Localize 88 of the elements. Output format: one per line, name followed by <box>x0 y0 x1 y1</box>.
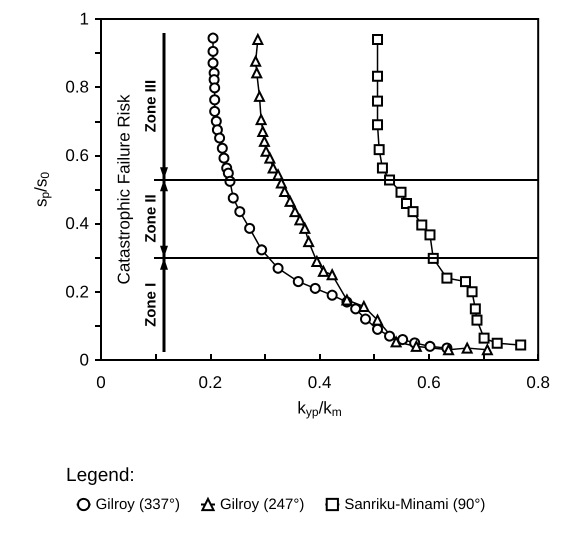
legend-label: Gilroy (337°) <box>96 496 180 513</box>
point <box>251 67 262 78</box>
point <box>264 152 276 164</box>
point <box>272 262 284 274</box>
y-tick-label: 0.4 <box>65 214 89 234</box>
point <box>209 82 220 94</box>
point <box>256 244 268 256</box>
point <box>441 272 452 284</box>
point <box>228 192 239 204</box>
point <box>374 144 385 156</box>
x-tick-label: 0.6 <box>417 373 441 392</box>
point <box>376 162 388 174</box>
x-tick-label: 0.8 <box>526 373 550 392</box>
point <box>294 214 306 226</box>
point <box>424 340 436 352</box>
point <box>396 186 407 198</box>
point <box>326 269 338 280</box>
point <box>384 330 396 342</box>
point <box>257 126 268 138</box>
annotation: Catastrophic Failure Risk <box>114 94 134 284</box>
point <box>360 314 371 325</box>
point <box>460 276 471 288</box>
point <box>390 336 402 348</box>
legend-label: Sanriku-Minami (90°) <box>344 496 486 513</box>
point <box>515 339 526 350</box>
point <box>292 276 304 288</box>
point <box>258 136 270 147</box>
point <box>350 303 362 314</box>
point <box>290 206 300 218</box>
point <box>478 332 490 344</box>
point <box>256 114 267 126</box>
point <box>492 338 503 349</box>
point <box>234 206 246 218</box>
point <box>208 57 219 68</box>
point <box>244 222 256 234</box>
point <box>358 300 370 312</box>
annotation: Zone II <box>142 194 160 243</box>
point <box>372 314 384 326</box>
point <box>210 116 222 127</box>
y-tick-label: 0.2 <box>65 282 89 302</box>
point <box>462 342 473 354</box>
y-tick-label: 1 <box>80 10 89 28</box>
point <box>482 344 493 356</box>
x-tick-label: 0 <box>96 373 106 392</box>
point <box>208 46 219 57</box>
annotation: Zone III <box>142 80 160 132</box>
point <box>250 56 262 67</box>
point <box>252 34 264 45</box>
point <box>424 229 436 240</box>
point <box>372 34 384 45</box>
point <box>318 266 329 277</box>
point <box>254 90 265 102</box>
point <box>284 196 296 207</box>
point <box>303 236 314 248</box>
point <box>470 303 481 314</box>
point <box>222 168 234 179</box>
point <box>208 32 219 44</box>
point <box>326 290 338 301</box>
y-axis-title: sp/s0 <box>32 172 52 208</box>
point <box>471 314 482 326</box>
point <box>372 96 384 107</box>
y-tick-label: 0.6 <box>65 146 89 165</box>
point <box>218 152 230 164</box>
point <box>214 132 226 144</box>
point <box>268 162 279 174</box>
annotation: Zone I <box>142 282 160 327</box>
point <box>400 198 412 209</box>
legend-label: Gilroy (247°) <box>220 496 304 513</box>
point <box>341 294 352 306</box>
point <box>311 256 322 267</box>
point <box>209 106 220 117</box>
point <box>416 219 428 230</box>
point <box>279 186 290 198</box>
point <box>466 286 478 298</box>
point <box>216 142 228 154</box>
point <box>410 340 422 352</box>
point <box>372 70 384 82</box>
y-tick-label: 0.8 <box>65 78 89 97</box>
point <box>372 119 384 130</box>
point <box>310 282 321 294</box>
point <box>408 206 419 218</box>
point <box>397 334 408 346</box>
x-tick-label: 0.4 <box>308 373 332 392</box>
y-tick-label: 0 <box>80 350 89 370</box>
legend-title: Legend: <box>66 465 135 486</box>
point <box>209 94 220 106</box>
x-tick-label: 0.2 <box>198 373 222 392</box>
point <box>299 222 310 234</box>
